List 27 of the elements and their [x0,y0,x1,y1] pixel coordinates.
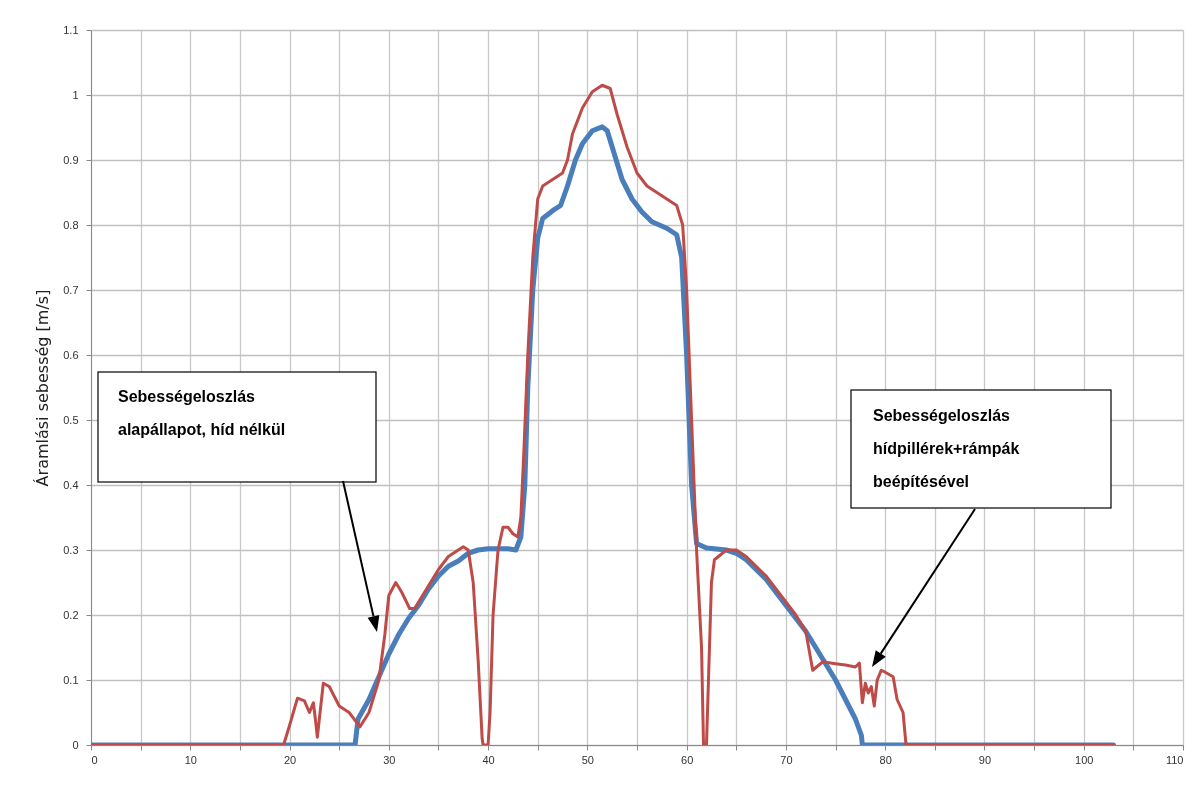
y-tick-label: 0.4 [63,478,79,491]
y-tick-label: 0.1 [63,673,79,686]
y-tick-label: 0.7 [63,283,79,296]
x-tick-label: 10 [184,753,197,766]
y-tick-label: 1.1 [63,23,79,36]
x-tick-label: 20 [283,753,297,766]
x-tick-label: 40 [482,753,495,766]
y-tick-label: 1 [72,88,79,101]
y-tick-label: 0.6 [63,348,79,361]
y-tick-label: 0.8 [63,218,79,231]
x-tick-label: 100 [1075,753,1094,766]
x-tick-label: 70 [780,753,793,766]
annotation: Sebességeloszlás alapállapot, híd nélkül [118,388,286,439]
y-tick-label: 0.5 [63,413,79,426]
y-tick-label: 0 [72,738,79,751]
x-tick-label: 80 [879,753,892,766]
y-tick-label: 0.2 [63,608,79,621]
y-tick-label: 0.9 [63,153,79,166]
x-tick-label: 0 [91,753,98,766]
y-tick-label: 0.3 [63,543,79,556]
x-tick-label: 30 [383,753,396,766]
y-axis-title: Áramlási sebesség [m/s] [33,289,53,487]
annotation: Sebességeloszlás hídpillérek+rámpák beépítésével [873,407,1020,491]
x-tick-label: 50 [581,753,594,766]
x-tick-label: 110 [1165,753,1184,766]
x-tick-label: 90 [978,753,992,766]
x-tick-label: 60 [681,753,694,766]
